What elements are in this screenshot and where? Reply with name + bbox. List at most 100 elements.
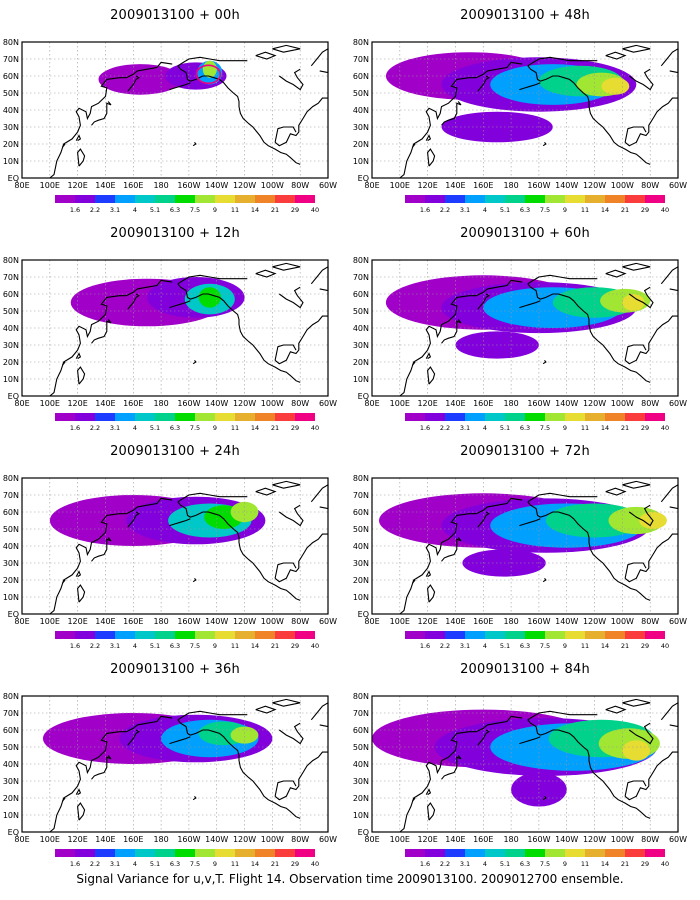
lon-tick-label: 80W: [291, 181, 309, 190]
lon-tick-label: 180: [153, 835, 168, 844]
lat-tick-label: 40N: [353, 542, 369, 551]
map-plot: EQ 10N 20N 30N 40N 50N 60N 70N 80N 80E 100E 120E 140…: [353, 256, 687, 432]
colorbar-label: 14: [251, 642, 259, 650]
colorbar-swatch: [645, 631, 665, 639]
coastline: [660, 701, 679, 728]
coastline: [169, 82, 191, 91]
lat-tick-label: 30N: [3, 559, 19, 568]
colorbar-label: 40: [311, 860, 319, 868]
colorbar-label: 40: [661, 206, 669, 214]
coastline: [177, 274, 248, 285]
coastline: [427, 366, 436, 385]
lat-tick-label: 60N: [3, 726, 19, 735]
lat-tick-label: 70N: [353, 709, 369, 718]
figure-caption: Signal Variance for u,v,T. Flight 14. Ob…: [76, 872, 624, 886]
coastline: [192, 141, 197, 147]
colorbar-label: 2.2: [440, 860, 450, 868]
colorbar-label: 11: [581, 424, 589, 432]
lon-tick-label: 140E: [95, 181, 115, 190]
colorbar-swatch: [55, 195, 75, 203]
map-frame: [21, 41, 329, 179]
lat-tick-label: 10N: [3, 157, 19, 166]
map-frame: [371, 477, 679, 615]
colorbar-swatch: [405, 849, 425, 857]
lon-tick-label: 120E: [67, 181, 87, 190]
coastline: [274, 315, 328, 365]
coastline: [177, 56, 248, 67]
coastline: [278, 504, 304, 527]
colorbar: 1.6 2.2 3.1 4 5.1 6.3 7.5 9 11 14 21 29 40: [405, 195, 669, 214]
coastline: [77, 584, 86, 603]
colorbar-swatch: [605, 631, 625, 639]
colorbar: 1.6 2.2 3.1 4 5.1 6.3 7.5 9 11 14 21 29 40: [405, 413, 669, 432]
lon-tick-label: 80E: [364, 399, 379, 408]
gridlines: [22, 42, 328, 178]
variance-field: [601, 77, 630, 95]
colorbar-label: 1.6: [70, 860, 80, 868]
colorbar-label: 29: [291, 206, 299, 214]
colorbar-swatch: [405, 631, 425, 639]
coastline: [177, 283, 301, 383]
coastline: [624, 126, 647, 143]
lon-tick-label: 140W: [205, 399, 228, 408]
lon-tick-label: 100W: [611, 617, 634, 626]
lon-tick-label: 80E: [14, 181, 29, 190]
lon-tick-label: 120E: [67, 835, 87, 844]
lon-tick-label: 80E: [14, 399, 29, 408]
lat-tick-label: 80N: [3, 38, 19, 47]
coastline: [441, 319, 462, 344]
gridlines: [22, 696, 328, 832]
coastline: [91, 101, 112, 126]
lon-tick-label: 100W: [611, 399, 634, 408]
coastline: [527, 65, 651, 165]
colorbar-swatch: [195, 413, 215, 421]
lat-tick-label: EQ: [358, 610, 369, 619]
lon-tick-label: 80E: [364, 181, 379, 190]
coastline: [272, 698, 301, 707]
lat-tick-label: 30N: [353, 341, 369, 350]
lat-tick-label: 20N: [353, 140, 369, 149]
lat-tick-label: 10N: [353, 157, 369, 166]
colorbar-swatch: [545, 413, 565, 421]
colorbar-swatch: [75, 849, 95, 857]
coastline: [274, 344, 297, 361]
coastlines: [49, 698, 329, 833]
lon-tick-label: 120W: [233, 399, 256, 408]
lon-tick-label: 140E: [445, 617, 465, 626]
map-frame: [21, 259, 329, 397]
colorbar-swatch: [115, 631, 135, 639]
colorbar-swatch: [115, 413, 135, 421]
lat-tick-label: 70N: [3, 55, 19, 64]
lat-tick-label: 50N: [3, 307, 19, 316]
coastline: [527, 719, 651, 819]
colorbar-swatch: [625, 195, 645, 203]
colorbar-swatch: [195, 849, 215, 857]
contour-fill: [372, 709, 660, 807]
colorbar-label: 5.1: [500, 642, 510, 650]
colorbar-label: 4: [483, 206, 487, 214]
coastline: [91, 755, 112, 780]
coastline: [255, 269, 277, 278]
coastline: [427, 148, 436, 167]
coastline: [660, 265, 679, 292]
colorbar-label: 9: [213, 642, 217, 650]
colorbar-label: 1.6: [70, 642, 80, 650]
colorbar-label: 29: [641, 424, 649, 432]
lat-tick-label: 40N: [3, 760, 19, 769]
colorbar-swatch: [565, 631, 585, 639]
lon-tick-label: 80W: [291, 399, 309, 408]
colorbar-label: 7.5: [190, 860, 200, 868]
colorbar-swatch: [465, 631, 485, 639]
colorbar-swatch: [525, 413, 545, 421]
lat-tick-label: 20N: [3, 794, 19, 803]
colorbar-swatch: [485, 413, 505, 421]
colorbar-swatch: [485, 631, 505, 639]
coastline: [272, 480, 301, 489]
lon-tick-label: 120E: [417, 399, 437, 408]
lon-tick-label: 100W: [261, 617, 284, 626]
lat-tick-label: 70N: [353, 491, 369, 500]
coastline: [177, 719, 301, 819]
lon-tick-label: 160W: [177, 181, 200, 190]
lon-tick-label: 120W: [233, 835, 256, 844]
coastline: [427, 802, 436, 821]
